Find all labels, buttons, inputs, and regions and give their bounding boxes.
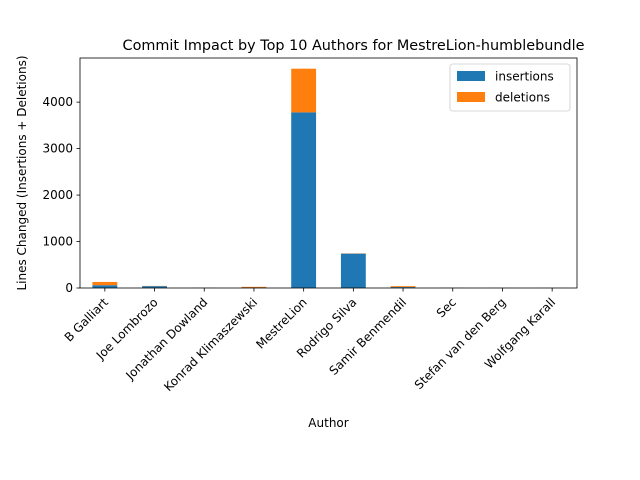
bar-insertions-4 [291, 112, 317, 288]
y-tick-label-3: 3000 [42, 142, 73, 156]
y-tick-label-2: 2000 [42, 188, 73, 202]
y-tick-label-1: 1000 [42, 235, 73, 249]
chart-title: Commit Impact by Top 10 Authors for Mest… [123, 38, 585, 54]
bar-deletions-3 [241, 286, 267, 288]
y-axis: 0 1000 2000 3000 4000 [42, 95, 80, 295]
legend-swatch-deletions [457, 92, 485, 102]
legend: insertions deletions [449, 63, 571, 112]
x-axis-label: Author [308, 416, 348, 430]
legend-label-deletions: deletions [495, 91, 550, 105]
bar-insertions-1 [142, 286, 167, 288]
bars-layer [92, 68, 565, 288]
bar-deletions-6 [390, 286, 416, 288]
bar-insertions-0 [92, 285, 118, 288]
bar-deletions-0 [92, 281, 118, 286]
plot-area-frame [79, 57, 578, 289]
legend-swatch-insertions [457, 71, 485, 81]
y-tick-label-0: 0 [65, 281, 73, 295]
bar-insertions-6 [390, 287, 416, 288]
y-axis-label: Lines Changed (Insertions + Deletions) [15, 55, 29, 290]
bar-insertions-5 [340, 253, 366, 288]
bar-deletions-4 [291, 68, 317, 113]
y-tick-label-4: 4000 [42, 95, 73, 109]
legend-label-insertions: insertions [495, 70, 554, 84]
